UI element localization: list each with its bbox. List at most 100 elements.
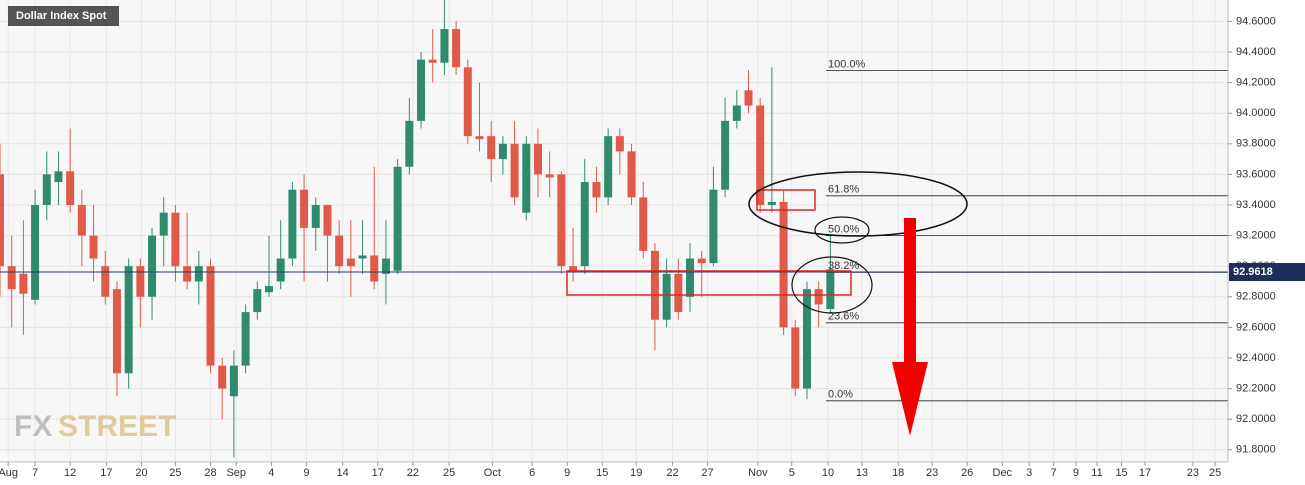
x-tick-label: 28 (204, 467, 216, 479)
candle-body (440, 29, 449, 63)
y-tick-label: 92.6000 (1236, 321, 1276, 333)
candle-body (112, 289, 121, 374)
x-tick-label: Sep (226, 467, 246, 479)
candle-body (288, 189, 297, 259)
candle-body (791, 327, 800, 389)
y-tick-label: 94.0000 (1236, 107, 1276, 119)
candle-body (662, 273, 671, 320)
candle-body (31, 204, 40, 300)
axis-area (0, 462, 1228, 485)
x-tick-label: 17 (1139, 467, 1151, 479)
axes: 91.8000 92.0000 92.2000 92.4000 92.6000 92.80… (0, 15, 1305, 479)
x-tick-label: 23 (926, 467, 938, 479)
fib-label: 38.2% (828, 260, 859, 272)
candle-body (744, 90, 753, 106)
last-price-tag (1229, 263, 1305, 282)
candle-body (218, 365, 227, 389)
candle-body (253, 289, 262, 313)
y-tick-label: 91.8000 (1236, 444, 1276, 456)
candle-body (229, 365, 238, 397)
candle-body (358, 255, 367, 259)
chart-title: Dollar Index Spot (16, 10, 107, 22)
candle-body (498, 143, 507, 160)
candle-body (475, 136, 484, 140)
candle-body (557, 174, 566, 267)
candle-body (42, 174, 51, 205)
candles (0, 0, 835, 458)
x-tick-label: 15 (596, 467, 608, 479)
x-tick-label: 19 (630, 467, 642, 479)
candle-body (545, 174, 554, 178)
candle-body (639, 197, 648, 251)
candle-body (19, 273, 28, 294)
candle-body (393, 166, 402, 271)
ellipse (814, 216, 870, 244)
x-tick-label: 10 (822, 467, 834, 479)
y-tick-label: 92.4000 (1236, 352, 1276, 364)
x-tick-label: Dec (993, 467, 1013, 479)
y-tick-label: 94.6000 (1236, 15, 1276, 27)
candle-body (697, 258, 706, 264)
x-tick-label: 25 (443, 467, 455, 479)
x-tick-label: 18 (892, 467, 904, 479)
x-tick-label: 9 (1073, 467, 1079, 479)
logo: FX (14, 410, 52, 443)
candle-body (779, 201, 788, 328)
y-tick-label: 92.8000 (1236, 291, 1276, 303)
x-tick-label: 22 (407, 467, 419, 479)
candle-body (826, 269, 835, 310)
ellipse (748, 171, 968, 237)
candle-body (814, 289, 823, 305)
candle-body (77, 204, 86, 236)
y-tick-label: 93.6000 (1236, 168, 1276, 180)
x-tick-label: 4 (268, 467, 274, 479)
x-tick-label: Aug (0, 467, 18, 479)
x-tick-label: 23 (1187, 467, 1199, 479)
x-tick-label: 7 (1051, 467, 1057, 479)
candle-body (604, 136, 613, 198)
candle-body (674, 273, 683, 313)
fib-label: 0.0% (828, 389, 853, 401)
y-tick-label: 92.2000 (1236, 382, 1276, 394)
candle-body (428, 59, 437, 63)
fib-label: 100.0% (828, 58, 866, 70)
x-tick-label: 11 (1091, 467, 1102, 479)
candle-body (615, 136, 624, 152)
candle-body (194, 266, 203, 282)
logo: STREET (58, 410, 176, 443)
arrow (892, 362, 928, 436)
x-tick-label: Oct (484, 467, 501, 479)
candle-body (627, 151, 636, 198)
x-tick-label: 14 (337, 467, 349, 479)
candle-body (346, 258, 355, 267)
x-tick-label: 5 (789, 467, 795, 479)
candle-body (756, 105, 765, 205)
candle-body (323, 204, 332, 236)
x-tick-label: Nov (748, 467, 768, 479)
candle-body (89, 235, 98, 259)
candle-body (370, 255, 379, 282)
last-price-label: 92.9618 (1233, 266, 1273, 278)
candle-body (206, 266, 215, 366)
candle-body (405, 120, 414, 167)
x-tick-label: 22 (666, 467, 678, 479)
candle-body (300, 189, 309, 228)
candle-body (124, 266, 133, 374)
candle-body (276, 258, 285, 282)
x-tick-label: 12 (64, 467, 76, 479)
title-box (8, 6, 119, 26)
candle-body (381, 258, 390, 274)
zone-box (756, 189, 816, 211)
candle-body (452, 29, 461, 68)
x-tick-label: 25 (1209, 467, 1221, 479)
x-tick-label: 9 (303, 467, 309, 479)
y-tick-label: 93.2000 (1236, 229, 1276, 241)
x-tick-label: 26 (961, 467, 973, 479)
y-tick-label: 94.4000 (1236, 46, 1276, 58)
candle-body (148, 235, 157, 297)
fib-label: 61.8% (828, 184, 859, 196)
x-tick-label: 17 (372, 467, 384, 479)
x-tick-label: 15 (1115, 467, 1127, 479)
axis-area (1228, 0, 1305, 485)
